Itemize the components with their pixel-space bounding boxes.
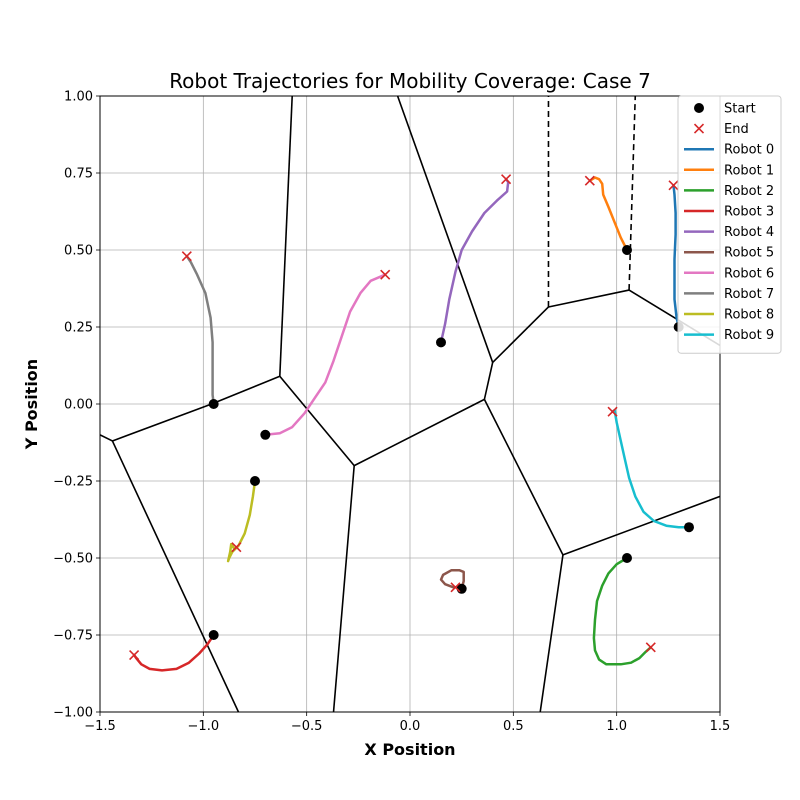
y-tick-label: −0.25 xyxy=(53,475,93,490)
x-tick-label: −1.5 xyxy=(84,719,116,734)
voronoi-edge xyxy=(483,399,564,556)
end-marker-robot-4 xyxy=(501,174,512,185)
trajectories xyxy=(132,176,691,672)
x-tick-label: 1.5 xyxy=(710,719,731,734)
trajectory-robot-9 xyxy=(611,408,691,529)
trajectory-robot-4 xyxy=(439,177,510,344)
start-marker-robot-3 xyxy=(208,630,219,640)
x-tick-label: 0.0 xyxy=(400,719,421,734)
x-axis-ticks: −1.5 −1.0 −0.5 0.0 0.5 1.0 1.5 xyxy=(84,712,730,734)
trajectory-robot-3 xyxy=(132,633,215,672)
legend-box xyxy=(677,95,782,354)
start-marker-robot-9 xyxy=(684,522,694,533)
y-tick-label: −0.75 xyxy=(53,629,93,644)
end-marker-robot-8 xyxy=(231,542,242,553)
legend-label-robot-7: Robot 7 xyxy=(724,287,774,302)
y-axis-ticks: −1.00 −0.75 −0.50 −0.25 0.00 0.25 0.50 0.75 1.00 xyxy=(53,90,100,721)
end-marker-robot-5 xyxy=(450,582,461,593)
voronoi-edge xyxy=(279,375,355,467)
legend-label-robot-6: Robot 6 xyxy=(724,266,774,281)
start-marker-robot-4 xyxy=(436,337,446,348)
end-marker-robot-9 xyxy=(607,406,618,417)
voronoi-edge xyxy=(396,96,494,363)
trajectory-robot-2 xyxy=(592,556,653,666)
legend-label-robot-4: Robot 4 xyxy=(724,225,774,240)
voronoi-edge xyxy=(539,554,564,712)
trajectory-robot-7 xyxy=(185,254,215,406)
end-marker-robot-3 xyxy=(129,649,140,661)
x-tick-label: 1.0 xyxy=(606,719,627,734)
y-tick-label: 1.00 xyxy=(64,90,93,105)
start-marker-robot-7 xyxy=(208,399,219,409)
legend-label-robot-1: Robot 1 xyxy=(724,163,774,178)
y-tick-label: 0.00 xyxy=(64,398,93,413)
x-tick-label: −1.0 xyxy=(188,719,220,734)
voronoi-edge xyxy=(483,362,494,400)
end-marker-robot-6 xyxy=(380,269,391,280)
trajectory-robot-1 xyxy=(588,176,629,252)
y-tick-label: 0.75 xyxy=(64,167,93,182)
legend-label-robot-8: Robot 8 xyxy=(724,308,774,323)
voronoi-edge xyxy=(332,465,355,712)
start-marker-robot-6 xyxy=(260,429,271,440)
y-tick-label: 0.25 xyxy=(64,321,93,336)
x-axis-label: X Position xyxy=(364,740,455,759)
y-axis-label: Y Position xyxy=(22,359,41,450)
end-marker-robot-1 xyxy=(584,175,595,186)
trajectory-robot-8 xyxy=(226,479,257,563)
voronoi-edge xyxy=(548,289,630,308)
legend-label-robot-2: Robot 2 xyxy=(724,184,774,199)
x-tick-label: 0.5 xyxy=(503,719,524,734)
legend-start-label: Start xyxy=(724,102,756,117)
voronoi-edge xyxy=(562,495,720,556)
y-tick-label: 0.50 xyxy=(64,244,93,259)
voronoi-boundaries xyxy=(100,96,720,712)
trajectory-robot-0 xyxy=(672,184,680,329)
legend-end-swatch xyxy=(693,123,705,134)
legend-label-robot-0: Robot 0 xyxy=(724,143,774,158)
voronoi-edge xyxy=(279,96,293,377)
voronoi-edge xyxy=(111,440,240,712)
voronoi-edge xyxy=(100,434,113,442)
end-marker-robot-2 xyxy=(645,642,656,653)
voronoi-edge-dashed xyxy=(628,96,637,291)
legend: Start End Robot 0 Robot 1 Robot 2 Robot 3 Robo… xyxy=(677,95,782,354)
voronoi-edge xyxy=(112,403,212,442)
trajectory-robot-5 xyxy=(439,569,465,591)
voronoi-edge xyxy=(492,306,550,363)
legend-start-swatch xyxy=(694,103,704,113)
voronoi-edge xyxy=(353,398,485,467)
start-marker-robot-8 xyxy=(250,476,260,486)
chart-title: Robot Trajectories for Mobility Coverage… xyxy=(169,69,651,93)
trajectory-robot-6 xyxy=(264,273,387,437)
y-tick-label: −0.50 xyxy=(53,552,93,567)
legend-label-robot-9: Robot 9 xyxy=(724,328,774,343)
start-marker-robot-1 xyxy=(622,245,632,255)
y-tick-label: −1.00 xyxy=(53,706,93,721)
voronoi-edge xyxy=(211,375,281,405)
legend-end-label: End xyxy=(724,122,749,137)
x-tick-label: −0.5 xyxy=(291,719,323,734)
start-marker-robot-2 xyxy=(622,553,632,563)
end-marker-robot-7 xyxy=(181,251,192,262)
legend-label-robot-5: Robot 5 xyxy=(724,246,774,261)
legend-label-robot-3: Robot 3 xyxy=(724,205,774,220)
end-marker-robot-0 xyxy=(668,180,679,191)
